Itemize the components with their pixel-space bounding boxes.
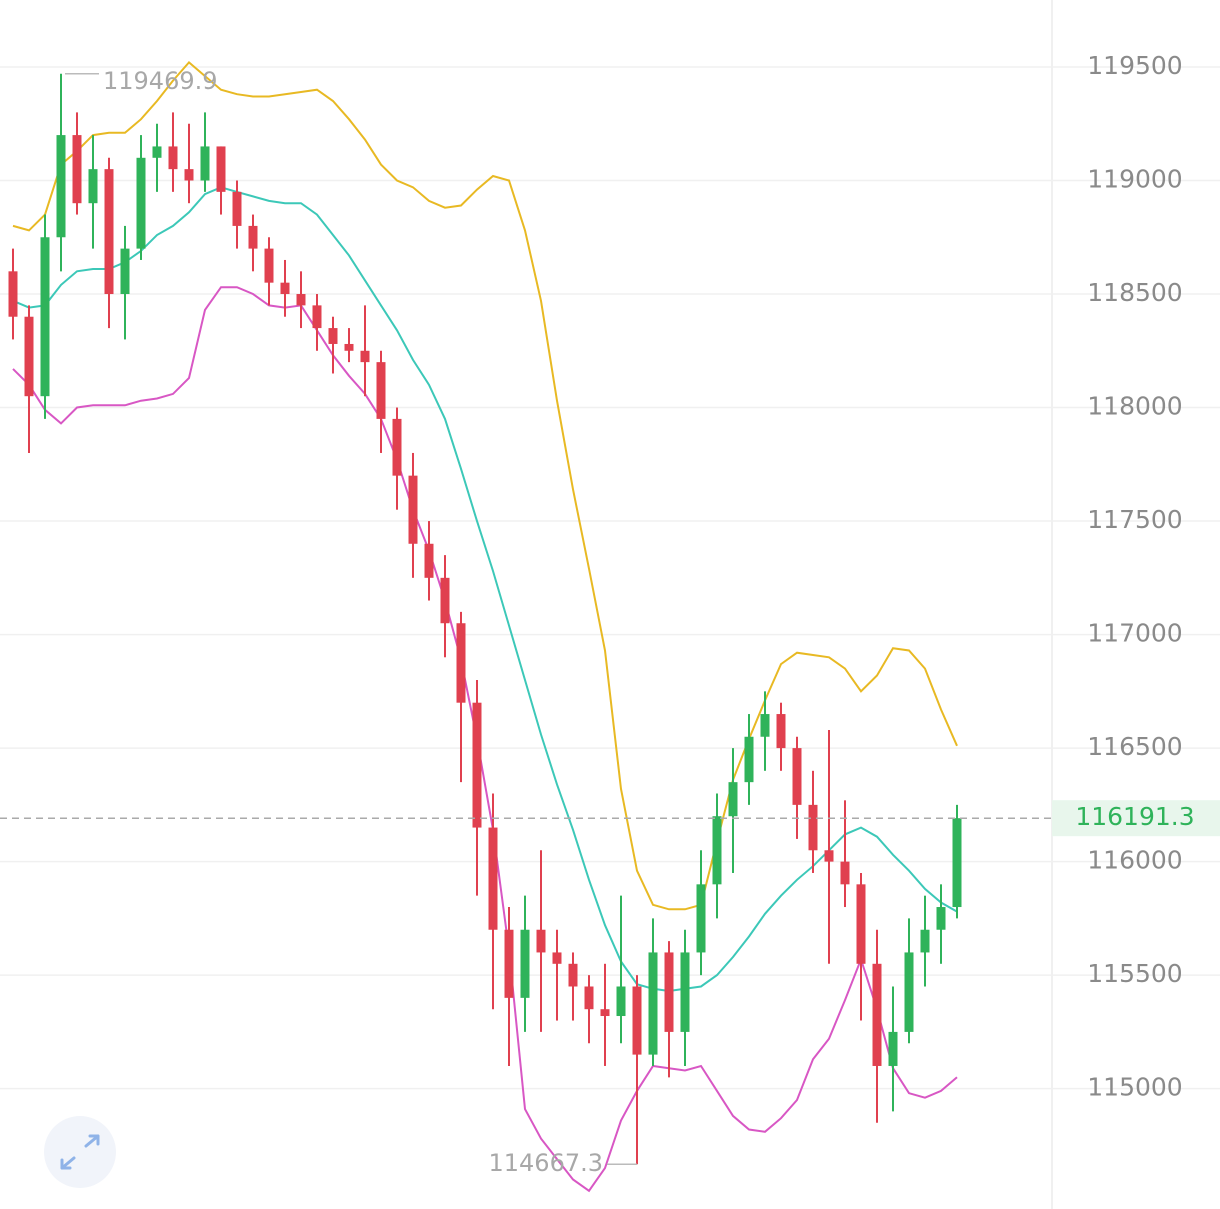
candle-body [680,952,690,1032]
candle-body [200,146,210,181]
band-line [12,286,958,1193]
candle-body [8,271,18,317]
band-line [12,186,958,993]
candle-body [856,884,866,964]
candle-body [168,146,178,170]
expand-button[interactable] [44,1116,116,1188]
candle-body [344,343,354,351]
candle-body [24,316,34,397]
expand-button-bg[interactable] [44,1116,116,1188]
candle-body [872,963,882,1066]
candle-body [504,929,514,998]
candle-body [840,861,850,885]
candle-body [792,748,802,805]
expand-icon[interactable] [60,1134,100,1170]
candle-body [696,884,706,953]
candle-body [408,475,418,544]
candle-body [120,248,130,295]
candle-body [56,135,66,238]
candle-body [712,816,722,885]
y-tick-label: 118500 [1087,278,1182,307]
candle-body [808,804,818,851]
y-tick-label: 117000 [1087,619,1182,648]
candle-body [760,714,770,737]
candle-body [776,714,786,749]
candle-body [552,952,562,964]
current-price-box [1052,800,1220,837]
y-tick-label: 117500 [1087,505,1182,534]
candle-body [936,907,946,930]
y-tick-label: 119500 [1087,51,1182,80]
candle-body [456,623,466,703]
y-tick-label: 115000 [1087,1073,1182,1102]
candle-body [248,225,258,249]
candle-body [536,929,546,953]
candle-body [904,952,914,1032]
candle-body [72,135,82,204]
candle-body [232,191,242,226]
candle-body [472,702,482,828]
candle-body [328,328,338,344]
candle-body [440,577,450,624]
candle-body [184,169,194,181]
candle-body [88,169,98,204]
min-price-label: 114667.3 [488,1149,603,1177]
candle-body [216,146,226,192]
candle-body [360,350,370,363]
candle-body [632,986,642,1055]
candle-body [952,818,962,908]
candle-body [664,952,674,1032]
candle-body [824,850,834,862]
max-price-label: 119469.9 [103,67,218,95]
candle-body [40,237,50,397]
candle-body [488,827,498,930]
candle-body [744,736,754,783]
candle-body [920,929,930,953]
y-tick-label: 116000 [1087,846,1182,875]
candle-body [568,963,578,987]
candle-body [616,986,626,1017]
candle-body [376,362,386,419]
candle-body [728,782,738,817]
candle-body [136,157,146,249]
candle-body [280,282,290,295]
candle-body [648,952,658,1055]
candle-body [584,986,594,1010]
y-tick-label: 116500 [1087,732,1182,761]
candle-body [424,543,434,578]
candle-body [520,929,530,998]
candle-body [392,418,402,476]
candle-body [104,169,114,295]
candle-body [296,294,306,306]
candle-body [152,146,162,158]
candle-body [312,305,322,329]
y-tick-label: 115500 [1087,959,1182,988]
y-tick-label: 119000 [1087,164,1182,193]
current-price-label: 116191.3 [1075,802,1194,831]
candle-body [600,1009,610,1017]
candle-body [888,1031,898,1066]
y-tick-label: 118000 [1087,392,1182,421]
band-line [12,60,958,911]
candle-body [264,248,274,283]
